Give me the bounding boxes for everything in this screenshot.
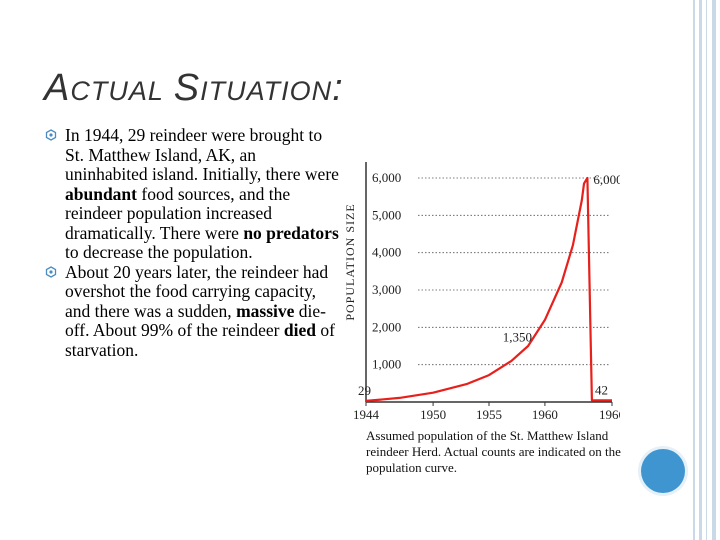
y-tick-label: 5,000 bbox=[372, 207, 401, 222]
decorative-circle bbox=[641, 449, 685, 493]
data-label: 6,000 bbox=[593, 172, 620, 187]
data-label: 42 bbox=[595, 382, 608, 397]
title-initial: S bbox=[174, 67, 200, 109]
title-word: ITUATION bbox=[200, 76, 332, 106]
frame-line bbox=[693, 0, 695, 540]
data-label: 1,350 bbox=[503, 330, 532, 345]
x-tick-label: 1960 bbox=[532, 407, 558, 422]
bullet-text: About 20 years later, the reindeer had o… bbox=[65, 262, 335, 360]
x-tick-label: 1950 bbox=[420, 407, 446, 422]
bullet-emphasis: abundant bbox=[65, 184, 137, 204]
frame-line bbox=[706, 0, 707, 540]
data-label: 29 bbox=[358, 383, 371, 398]
bullet-text: In 1944, 29 reindeer were brought to St.… bbox=[65, 125, 339, 262]
y-tick-label: 2,000 bbox=[372, 319, 401, 334]
bullet-icon bbox=[44, 128, 58, 142]
y-tick-label: 1,000 bbox=[372, 357, 401, 372]
bullet-segment: to decrease the population. bbox=[65, 242, 253, 262]
y-tick-label: 3,000 bbox=[372, 282, 401, 297]
bullet-item: In 1944, 29 reindeer were brought to St.… bbox=[44, 126, 342, 263]
x-tick-label: 1966 bbox=[599, 407, 620, 422]
chart-caption: Assumed population of the St. Matthew Is… bbox=[366, 428, 626, 476]
y-axis-label: POPULATION SIZE bbox=[344, 203, 357, 320]
bullet-icon bbox=[44, 265, 58, 279]
frame-line bbox=[699, 0, 702, 540]
bullet-item: About 20 years later, the reindeer had o… bbox=[44, 263, 342, 361]
y-tick-label: 6,000 bbox=[372, 170, 401, 185]
bullet-emphasis: died bbox=[284, 320, 316, 340]
bullet-emphasis: no predators bbox=[243, 223, 338, 243]
title-word: CTUAL bbox=[70, 76, 164, 106]
bullet-emphasis: massive bbox=[236, 301, 294, 321]
bullet-segment: In 1944, 29 reindeer were brought to St.… bbox=[65, 125, 339, 184]
x-tick-label: 1944 bbox=[353, 407, 380, 422]
y-tick-labels: 1,000 2,000 3,000 4,000 5,000 6,000 bbox=[372, 170, 401, 372]
bullet-list: In 1944, 29 reindeer were brought to St.… bbox=[44, 126, 342, 360]
x-tick-labels: 1944 1950 1955 1960 1966 bbox=[353, 402, 620, 422]
frame-line bbox=[712, 0, 716, 540]
y-tick-label: 4,000 bbox=[372, 245, 401, 260]
x-tick-label: 1955 bbox=[476, 407, 502, 422]
slide-title: ACTUAL SITUATION: bbox=[44, 66, 344, 113]
title-colon: : bbox=[332, 67, 344, 109]
population-curve bbox=[366, 178, 612, 401]
title-initial: A bbox=[44, 67, 70, 109]
